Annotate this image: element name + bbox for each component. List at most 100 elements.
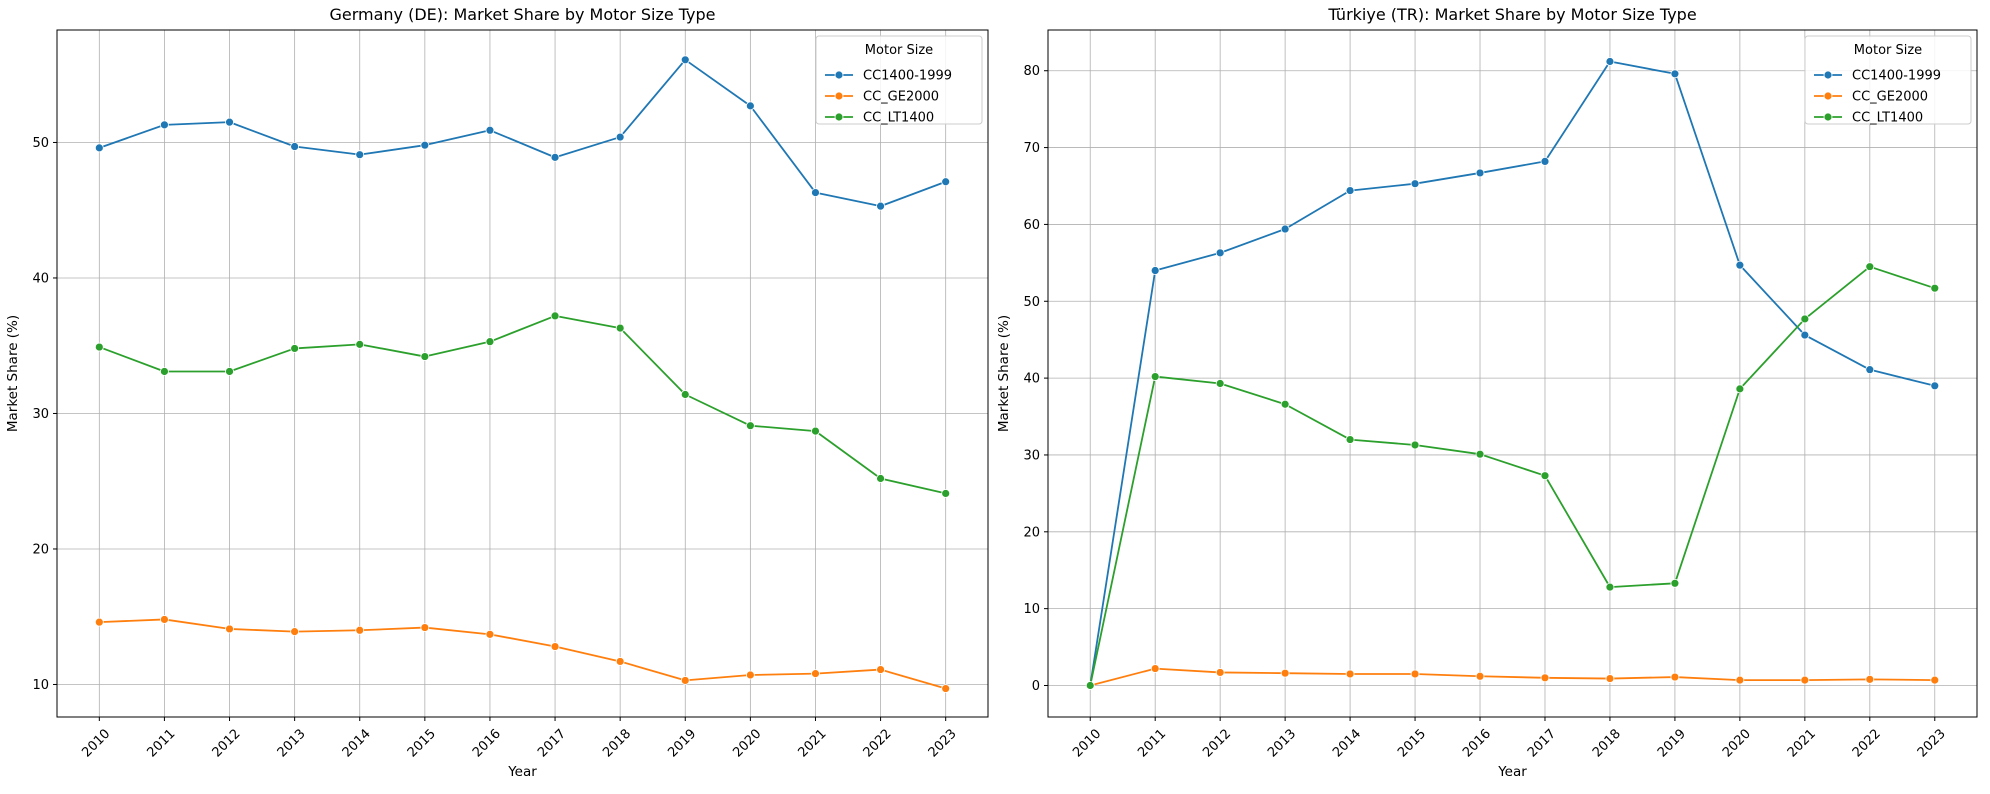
- x-axis-label: Year: [507, 764, 537, 780]
- x-tick-label: 2014: [340, 726, 374, 760]
- data-point: [1605, 57, 1615, 66]
- data-point: [876, 201, 885, 211]
- chart-title: Türkiye (TR): Market Share by Motor Size…: [1327, 5, 1696, 24]
- y-tick-label: 50: [1023, 295, 1040, 310]
- y-tick-label: 0: [1032, 679, 1040, 694]
- data-point: [1410, 669, 1420, 679]
- x-tick-label: 2020: [1720, 726, 1754, 760]
- data-point: [1215, 379, 1225, 388]
- y-tick-label: 80: [1023, 64, 1040, 79]
- y-tick-label: 30: [32, 407, 49, 422]
- data-point: [225, 117, 234, 127]
- data-point: [225, 624, 234, 634]
- x-tick-label: 2010: [1070, 726, 1104, 760]
- chart-panel-turkiye: 0 10 20 30 40 50 60 70 80 2010 2011 2012 2013 2014 201…: [996, 5, 1978, 780]
- data-point: [876, 474, 885, 483]
- data-point: [615, 657, 625, 666]
- data-point: [615, 323, 625, 333]
- data-point: [355, 625, 365, 635]
- data-point: [94, 143, 104, 153]
- y-tick-label: 40: [32, 271, 49, 286]
- legend-title: Motor Size: [1854, 43, 1922, 58]
- x-tick-label: 2015: [405, 726, 439, 760]
- data-point: [941, 489, 951, 498]
- x-tick-label: 2013: [275, 726, 309, 760]
- x-tick-label: 2017: [1525, 726, 1559, 760]
- x-tick-label: 2018: [600, 726, 634, 760]
- legend: Motor Size CC1400-1999 CC_GE2000 CC_LT1400: [1804, 35, 1972, 126]
- x-tick-label: 2019: [1655, 726, 1689, 760]
- series-line-cc-ge2000: [99, 618, 946, 690]
- legend-label: CC_LT1400: [863, 111, 934, 126]
- data-point: [811, 426, 820, 436]
- data-point: [1475, 168, 1485, 178]
- x-tick-label: 2023: [1915, 726, 1949, 760]
- x-tick-label: 2016: [1460, 726, 1494, 760]
- data-point: [1865, 674, 1875, 684]
- series-line-cc-lt1400: [99, 315, 946, 495]
- data-point: [1280, 224, 1290, 234]
- series-line-cc-lt1400: [1089, 265, 1936, 686]
- data-point: [420, 352, 430, 361]
- data-point: [355, 339, 365, 349]
- x-tick-label: 2020: [730, 726, 764, 760]
- data-point: [225, 367, 234, 376]
- data-point: [1800, 675, 1810, 685]
- x-tick-label: 2021: [1785, 726, 1819, 760]
- data-point: [420, 623, 430, 632]
- legend-marker: [834, 70, 844, 80]
- x-tick-label: 2019: [665, 726, 699, 760]
- data-point: [1345, 186, 1355, 196]
- data-point: [1735, 675, 1745, 685]
- data-point: [1475, 449, 1485, 459]
- chart-panel-germany: 10 20 30 40 50 2010 2011 2012 2013 2014 2015 2016 20…: [5, 5, 989, 780]
- data-point: [160, 615, 169, 624]
- legend-marker: [1823, 112, 1833, 122]
- legend: Motor Size CC1400-1999 CC_GE2000 CC_LT1400: [815, 35, 983, 126]
- data-point: [941, 177, 951, 187]
- y-tick-label: 20: [32, 542, 49, 557]
- data-point: [1930, 381, 1940, 391]
- x-tick-label: 2017: [535, 726, 569, 760]
- x-tick-label: 2022: [1850, 726, 1884, 760]
- data-point: [1735, 260, 1745, 270]
- data-point: [1605, 582, 1615, 592]
- y-tick-label: 50: [32, 136, 49, 151]
- y-tick-label: 60: [1023, 218, 1040, 233]
- data-point: [1410, 179, 1420, 189]
- legend-title: Motor Size: [865, 43, 933, 58]
- x-tick-label: 2016: [470, 726, 504, 760]
- legend-label: CC_LT1400: [1852, 111, 1923, 126]
- data-point: [1735, 384, 1745, 394]
- data-point: [550, 642, 560, 651]
- data-point: [1800, 314, 1810, 324]
- legend-box: [815, 35, 983, 125]
- y-axis-label: Market Share (%): [996, 315, 1012, 432]
- x-tick-label: 2010: [79, 726, 113, 760]
- data-point: [1930, 675, 1940, 685]
- plot-frame: [1047, 29, 1978, 718]
- legend-label: CC_GE2000: [1852, 90, 1928, 105]
- legend-marker: [1823, 70, 1833, 80]
- data-point: [355, 150, 365, 160]
- data-point: [615, 132, 625, 142]
- data-point: [1800, 330, 1810, 340]
- x-tick-label: 2018: [1590, 726, 1624, 760]
- chart-title: Germany (DE): Market Share by Motor Size…: [329, 5, 715, 24]
- legend-marker: [834, 91, 844, 101]
- data-point: [94, 342, 104, 352]
- x-tick-label: 2012: [1200, 726, 1234, 760]
- y-tick-label: 30: [1023, 448, 1040, 463]
- data-point: [1280, 399, 1290, 409]
- data-point: [1150, 372, 1160, 381]
- y-tick-label: 70: [1023, 141, 1040, 156]
- x-tick-label: 2022: [861, 726, 895, 760]
- data-point: [1150, 664, 1160, 673]
- data-point: [680, 390, 690, 399]
- y-tick-label: 40: [1023, 372, 1040, 387]
- data-point: [1345, 669, 1355, 679]
- data-point: [485, 629, 495, 639]
- data-point: [1670, 69, 1680, 79]
- data-point: [811, 669, 820, 679]
- data-point: [485, 337, 495, 347]
